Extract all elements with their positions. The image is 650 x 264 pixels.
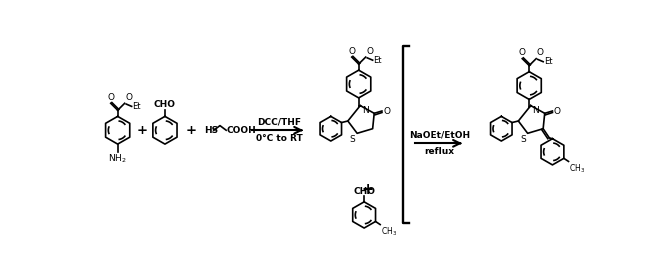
Text: Et: Et xyxy=(544,57,552,66)
Text: CH$_3$: CH$_3$ xyxy=(569,162,586,175)
Text: DCC/THF: DCC/THF xyxy=(257,117,301,126)
Text: CH$_3$: CH$_3$ xyxy=(381,225,397,238)
Text: O: O xyxy=(107,93,114,102)
Text: O: O xyxy=(348,46,355,55)
Text: COOH: COOH xyxy=(226,126,256,135)
Text: S: S xyxy=(521,135,526,144)
Text: NH$_2$: NH$_2$ xyxy=(109,153,127,165)
Text: O: O xyxy=(537,48,544,57)
Text: HS: HS xyxy=(203,126,218,135)
Text: reflux: reflux xyxy=(424,147,455,156)
Text: CHO: CHO xyxy=(154,100,176,110)
Text: +: + xyxy=(362,182,374,197)
Text: O: O xyxy=(519,48,526,57)
Text: O: O xyxy=(384,107,391,116)
Text: +: + xyxy=(136,124,147,137)
Text: CHO: CHO xyxy=(353,187,375,196)
Text: +: + xyxy=(186,124,197,137)
Text: S: S xyxy=(350,135,356,144)
Text: O: O xyxy=(125,93,133,102)
Text: Et: Et xyxy=(133,102,141,111)
Text: N: N xyxy=(532,106,539,115)
Text: Et: Et xyxy=(373,56,382,65)
Text: NaOEt/EtOH: NaOEt/EtOH xyxy=(409,130,470,139)
Text: 0°C to RT: 0°C to RT xyxy=(255,134,302,143)
Text: N: N xyxy=(362,106,369,115)
Text: O: O xyxy=(367,46,374,55)
Text: O: O xyxy=(554,107,561,116)
